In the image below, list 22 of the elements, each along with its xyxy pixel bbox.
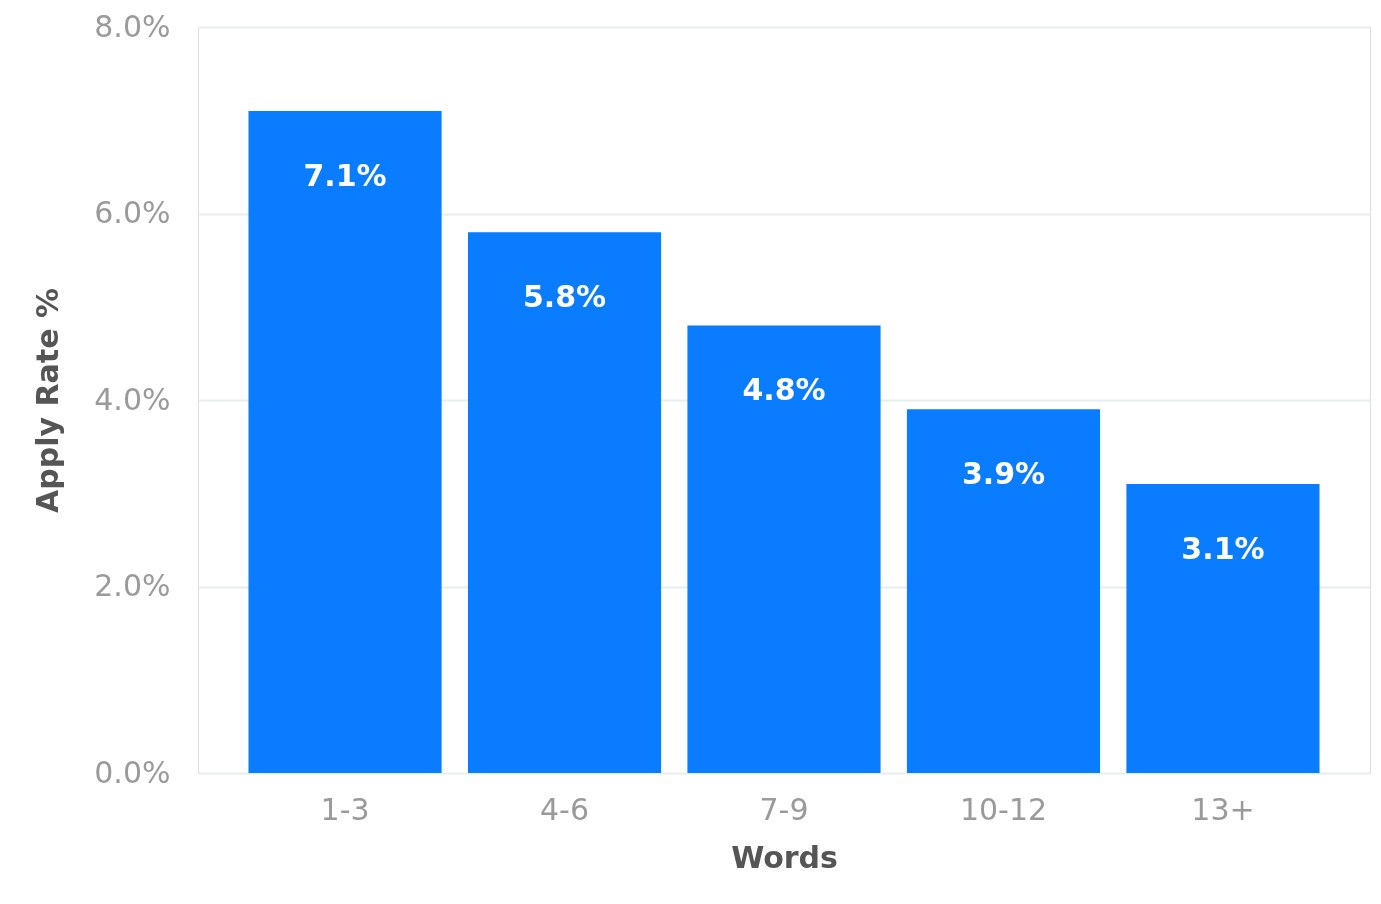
- y-tick-label: 2.0%: [94, 568, 171, 603]
- y-axis-title: Apply Rate %: [30, 288, 66, 513]
- data-label: 4.8%: [742, 372, 826, 408]
- bar: [1126, 483, 1320, 773]
- data-label: 5.8%: [522, 279, 607, 315]
- bar: [467, 232, 662, 773]
- data-label: 3.9%: [961, 456, 1046, 492]
- bar: [248, 110, 442, 773]
- y-tick-label: 4.0%: [94, 381, 171, 417]
- data-label: 3.1%: [1181, 530, 1265, 566]
- y-tick-label: 6.0%: [94, 195, 171, 230]
- x-tick-label: 4-6: [540, 791, 590, 827]
- x-tick-label: 13+: [1191, 791, 1255, 827]
- y-tick-label: 0.0%: [94, 754, 171, 790]
- bar: [906, 409, 1101, 773]
- y-tick-label: 8.0%: [94, 8, 171, 44]
- x-tick-label: 10-12: [959, 791, 1048, 827]
- x-tick-label: 1-3: [320, 791, 370, 827]
- x-axis-title: Words: [731, 839, 838, 875]
- x-tick-label: 7-9: [759, 791, 809, 827]
- bar: [687, 325, 881, 773]
- data-label: 7.1%: [303, 157, 387, 193]
